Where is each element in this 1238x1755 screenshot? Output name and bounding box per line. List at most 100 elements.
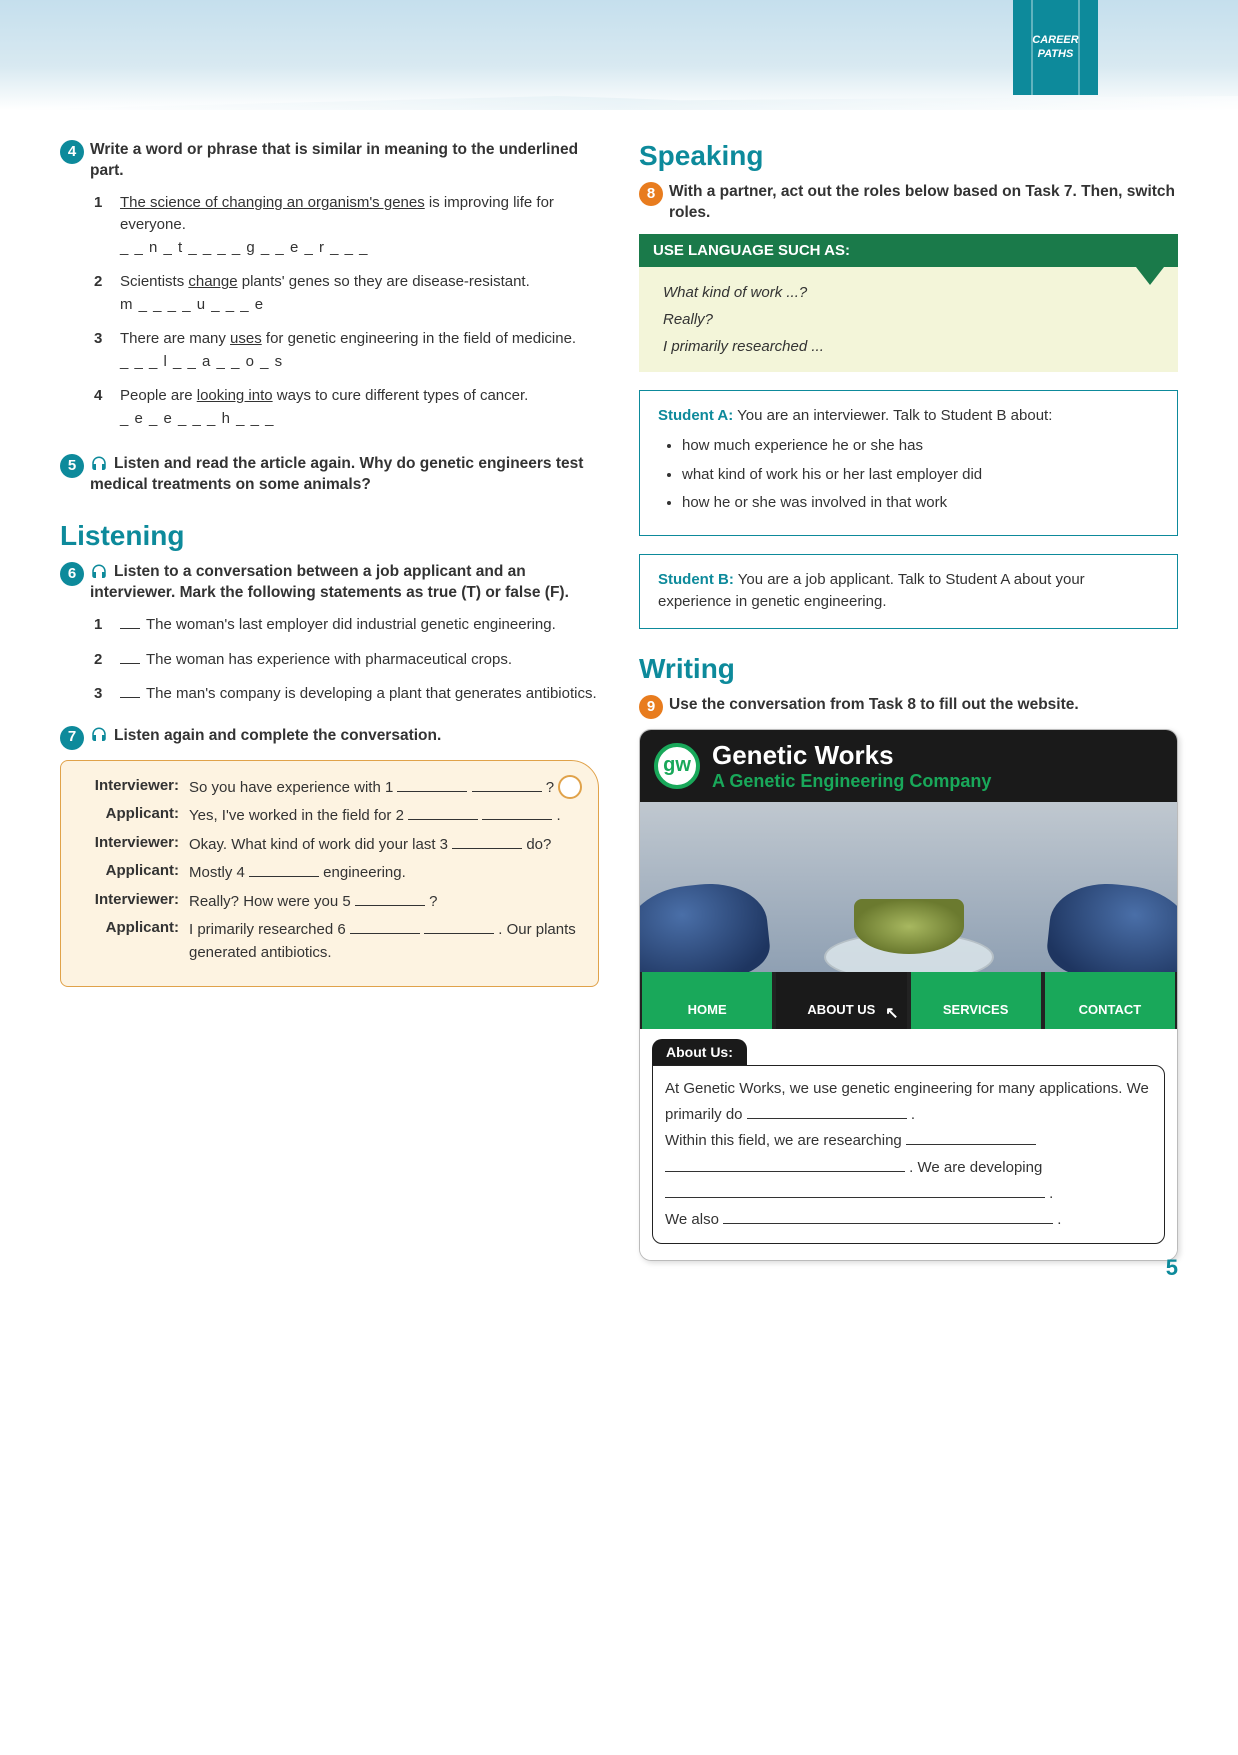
language-line: Really? <box>663 306 1154 333</box>
gw-header: gw Genetic Works A Genetic Engineering C… <box>640 730 1177 802</box>
conv-blank[interactable] <box>249 862 319 877</box>
role-a-label: Student A: <box>658 407 733 424</box>
language-header: USE LANGUAGE SUCH AS: <box>639 234 1178 267</box>
item-number: 3 <box>94 328 120 373</box>
task5-instruction: Listen and read the article again. Why d… <box>90 454 599 496</box>
task6-text: Listen to a conversation between a job a… <box>90 563 569 601</box>
conv-blank[interactable] <box>355 891 425 906</box>
item-number: 3 <box>94 683 120 706</box>
word-blank[interactable]: _ _ n _ t _ _ _ _ g _ _ e _ r _ _ _ <box>120 239 369 256</box>
conv-text: Mostly 4 engineering. <box>189 862 580 885</box>
tf-blank[interactable] <box>120 628 140 629</box>
gw-nav-item[interactable]: HOME <box>642 972 772 1029</box>
conversation-row: Applicant:Yes, I've worked in the field … <box>79 805 580 828</box>
item-number: 4 <box>94 385 120 430</box>
about-text-2: Within this field, we are researching <box>665 1132 906 1149</box>
conv-speaker: Applicant: <box>79 805 189 828</box>
gw-title: Genetic Works <box>712 740 991 771</box>
role-a-list: how much experience he or she has what ki… <box>658 435 1159 515</box>
task6-list: 1The woman's last employer did industria… <box>60 614 599 706</box>
about-blank-2b[interactable] <box>665 1157 905 1172</box>
about-blank-3[interactable] <box>665 1183 1045 1198</box>
language-line: I primarily researched ... <box>663 333 1154 360</box>
about-blank-1[interactable] <box>747 1104 907 1119</box>
conv-blank[interactable] <box>350 919 420 934</box>
conv-speaker: Interviewer: <box>79 891 189 914</box>
page-number: 5 <box>1166 1255 1178 1281</box>
gw-nav-item[interactable]: CONTACT <box>1045 972 1175 1029</box>
page-body: 4 Write a word or phrase that is similar… <box>0 110 1238 1301</box>
headphone-icon <box>90 563 108 581</box>
conv-blank[interactable] <box>482 805 552 820</box>
role-b-label: Student B: <box>658 571 734 588</box>
gw-nav: HOMEABOUT US↖SERVICESCONTACT <box>640 972 1177 1029</box>
task4-item: 4People are looking into ways to cure di… <box>94 385 599 430</box>
conversation-row: Applicant:I primarily researched 6 . Our… <box>79 919 580 964</box>
brand-tab: CAREER PATHS <box>1013 0 1098 95</box>
word-blank[interactable]: _ _ _ l _ _ a _ _ o _ s <box>120 353 283 370</box>
glove-left-icon <box>640 878 773 972</box>
conv-blank[interactable] <box>472 777 542 792</box>
conv-text: So you have experience with 1 ? <box>189 777 580 800</box>
tf-blank[interactable] <box>120 697 140 698</box>
task7-text: Listen again and complete the conversati… <box>114 727 441 744</box>
task4-item: 1The science of changing an organism's g… <box>94 192 599 260</box>
task7-badge: 7 <box>60 726 84 750</box>
task7-header: 7 Listen again and complete the conversa… <box>60 726 599 750</box>
item-content: The woman has experience with pharmaceut… <box>120 649 599 672</box>
conv-blank[interactable] <box>397 777 467 792</box>
item-content: Scientists change plants' genes so they … <box>120 271 599 316</box>
language-body: What kind of work ...?Really?I primarily… <box>639 267 1178 372</box>
conv-blank[interactable] <box>424 919 494 934</box>
cursor-icon: ↖ <box>885 1003 898 1023</box>
gw-nav-item[interactable]: SERVICES <box>911 972 1041 1029</box>
gw-subtitle: A Genetic Engineering Company <box>712 771 991 792</box>
conversation-row: Applicant:Mostly 4 engineering. <box>79 862 580 885</box>
left-column: 4 Write a word or phrase that is similar… <box>60 140 599 1261</box>
headphone-icon <box>90 726 108 744</box>
task5-text: Listen and read the article again. Why d… <box>90 455 583 493</box>
conv-text: Yes, I've worked in the field for 2 . <box>189 805 580 828</box>
role-box-a: Student A: You are an interviewer. Talk … <box>639 390 1178 536</box>
gw-hero-image <box>640 802 1177 972</box>
conv-text: I primarily researched 6 . Our plants ge… <box>189 919 580 964</box>
about-blank-2a[interactable] <box>906 1130 1036 1145</box>
tf-blank[interactable] <box>120 663 140 664</box>
language-line: What kind of work ...? <box>663 279 1154 306</box>
word-blank[interactable]: _ e _ e _ _ _ h _ _ _ <box>120 410 274 427</box>
word-blank[interactable]: m _ _ _ _ u _ _ _ e <box>120 296 264 313</box>
task8-instruction: With a partner, act out the roles below … <box>669 182 1178 224</box>
sprouts-icon <box>854 899 964 954</box>
headphone-icon <box>90 455 108 473</box>
about-text-3: . We are developing <box>905 1159 1042 1176</box>
task6-item: 1The woman's last employer did industria… <box>94 614 599 637</box>
item-number: 2 <box>94 271 120 316</box>
task9-header: 9 Use the conversation from Task 8 to fi… <box>639 695 1178 719</box>
conv-speaker: Interviewer: <box>79 834 189 857</box>
item-content: There are many uses for genetic engineer… <box>120 328 599 373</box>
role-a-bullet: what kind of work his or her last employ… <box>682 464 1159 487</box>
item-number: 1 <box>94 192 120 260</box>
task4-badge: 4 <box>60 140 84 164</box>
task5-badge: 5 <box>60 454 84 478</box>
task6-item: 3The man's company is developing a plant… <box>94 683 599 706</box>
language-box: USE LANGUAGE SUCH AS: What kind of work … <box>639 234 1178 372</box>
gw-title-block: Genetic Works A Genetic Engineering Comp… <box>712 740 991 792</box>
about-blank-4[interactable] <box>723 1209 1053 1224</box>
role-a-bullet: how much experience he or she has <box>682 435 1159 458</box>
task4-header: 4 Write a word or phrase that is similar… <box>60 140 599 182</box>
role-a-bullet: how he or she was involved in that work <box>682 492 1159 515</box>
writing-title: Writing <box>639 653 1178 685</box>
conversation-box: Interviewer: So you have experience with … <box>60 760 599 988</box>
listening-title: Listening <box>60 520 599 552</box>
conversation-row: Interviewer:So you have experience with … <box>79 777 580 800</box>
about-text-1: At Genetic Works, we use genetic enginee… <box>665 1080 1149 1123</box>
conv-blank[interactable] <box>452 834 522 849</box>
task6-item: 2The woman has experience with pharmaceu… <box>94 649 599 672</box>
conversation-row: Interviewer:Okay. What kind of work did … <box>79 834 580 857</box>
conv-blank[interactable] <box>408 805 478 820</box>
right-column: Speaking 8 With a partner, act out the r… <box>639 140 1178 1261</box>
gw-nav-item[interactable]: ABOUT US↖ <box>776 972 906 1029</box>
task6-badge: 6 <box>60 562 84 586</box>
about-tab: About Us: <box>652 1039 747 1065</box>
